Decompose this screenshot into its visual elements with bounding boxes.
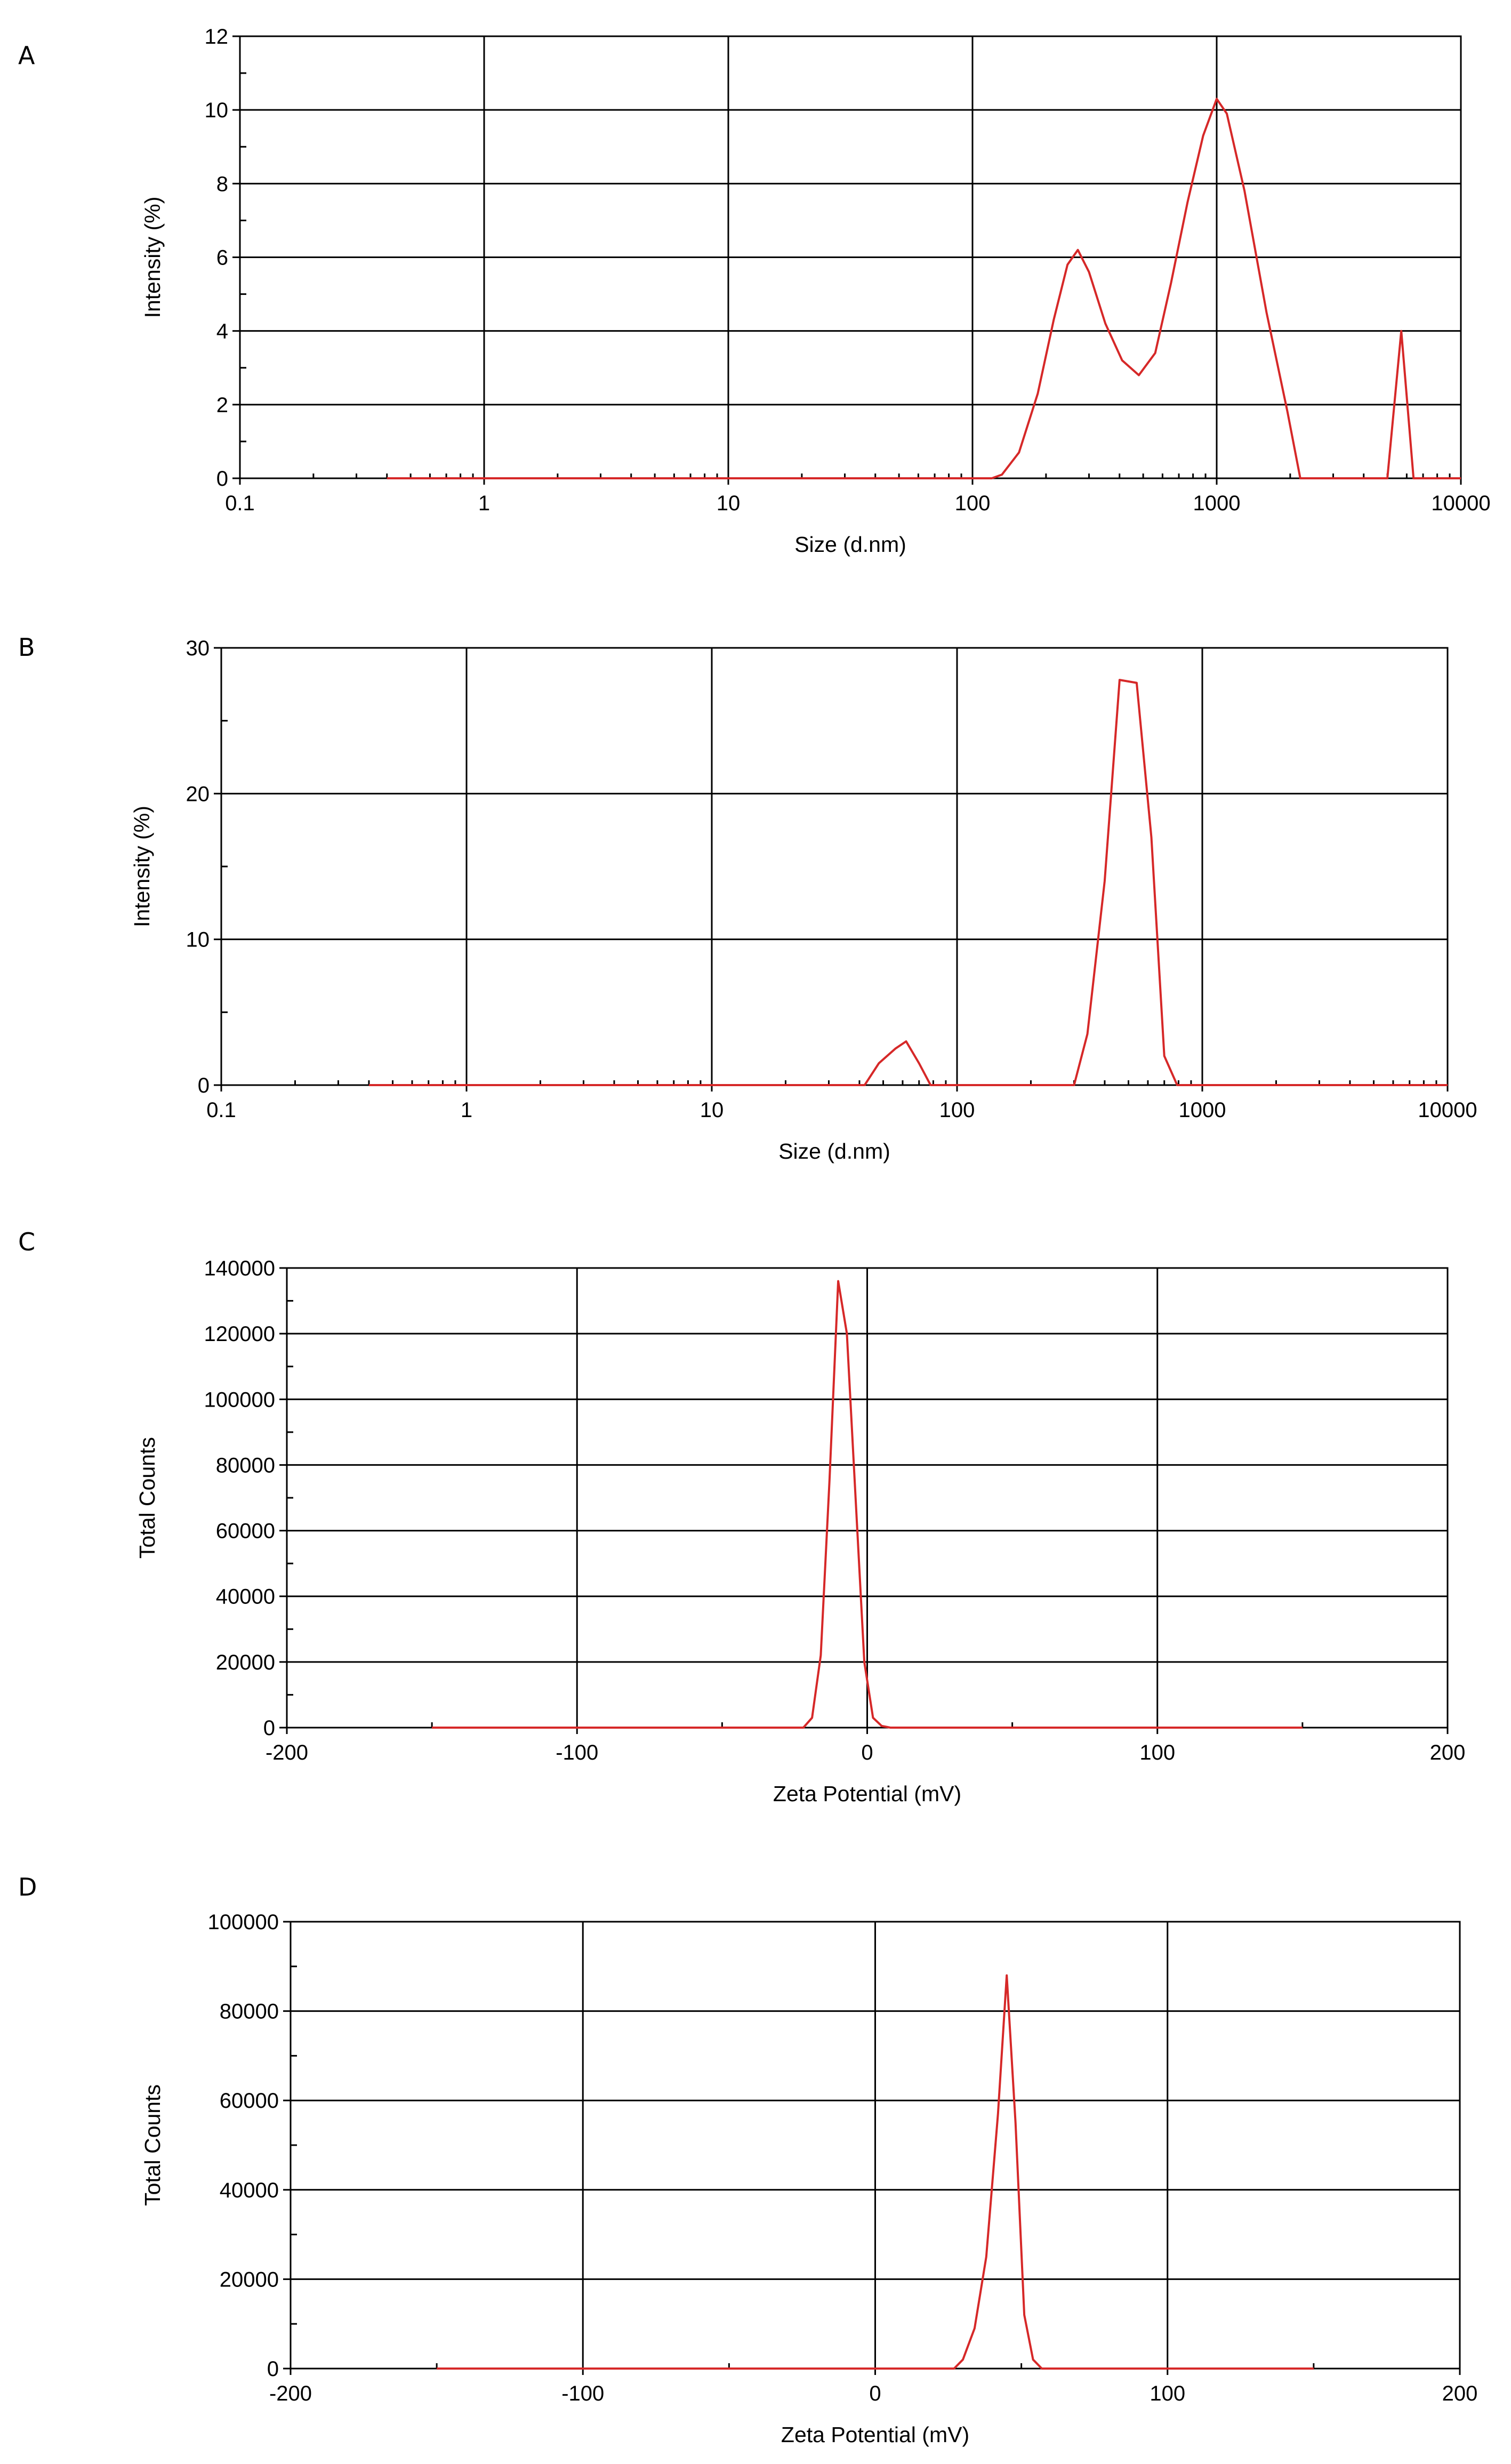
y-tick-label: 40000 (216, 1585, 275, 1609)
x-axis-title: Zeta Potential (mV) (773, 1781, 961, 1806)
x-tick-label: 100 (1139, 1741, 1175, 1764)
x-tick-label: -100 (556, 1741, 598, 1764)
y-tick-label: 10 (186, 928, 210, 952)
panel-b: B 0 10 20 30 0.1 1 10 100 1000 10000 Size (d.nm) Int… (18, 633, 1477, 1163)
x-tick-label: 10 (700, 1098, 724, 1122)
y-tick-label: 0 (216, 467, 228, 491)
x-tick-label: 10000 (1418, 1098, 1477, 1122)
y-tick-label: 4 (216, 320, 228, 343)
y-tick-label: 40000 (220, 2179, 279, 2202)
y-tick-label: 80000 (216, 1454, 275, 1477)
y-axis-title: Intensity (%) (130, 806, 154, 927)
x-tick-label: 200 (1430, 1741, 1466, 1764)
y-axis-title: Total Counts (140, 2084, 165, 2206)
x-tick-label: 1000 (1193, 492, 1241, 515)
y-tick-label: 100000 (208, 1911, 279, 1934)
y-tick-label: 140000 (204, 1257, 275, 1280)
panel-a: A 0 2 4 6 8 10 12 0.1 1 10 100 1000 10000 Size (d.nm) I… (18, 25, 1491, 557)
plot-frame (220, 647, 1449, 1086)
series-line (368, 679, 1448, 1086)
panel-label: C (18, 1227, 35, 1256)
x-tick-label: 1 (461, 1098, 472, 1122)
panel-label: B (18, 633, 35, 662)
x-tick-label: -100 (561, 2382, 604, 2405)
x-tick-label: -200 (266, 1741, 308, 1764)
y-tick-label: 120000 (204, 1322, 275, 1346)
y-tick-label: 8 (216, 172, 228, 196)
x-tick-label: 100 (939, 1098, 975, 1122)
x-axis-title: Size (d.nm) (778, 1139, 890, 1163)
y-axis-title: Total Counts (135, 1437, 159, 1559)
x-tick-label: 200 (1442, 2382, 1478, 2405)
y-tick-label: 20000 (220, 2268, 279, 2291)
y-tick-label: 60000 (220, 2089, 279, 2113)
x-tick-label: -200 (269, 2382, 312, 2405)
y-tick-label: 60000 (216, 1520, 275, 1543)
y-tick-label: 80000 (220, 2000, 279, 2024)
y-axis-title: Intensity (%) (140, 197, 165, 318)
series-line (432, 1280, 1303, 1729)
x-tick-label: 10000 (1431, 492, 1490, 515)
y-tick-label: 0 (267, 2357, 279, 2381)
x-tick-label: 1 (478, 492, 490, 515)
x-tick-label: 100 (955, 492, 991, 515)
x-tick-label: 0 (861, 1741, 873, 1764)
x-tick-label: 10 (717, 492, 741, 515)
x-axis-title: Size (d.nm) (794, 532, 906, 557)
x-tick-label: 0.1 (206, 1098, 236, 1122)
y-tick-label: 30 (186, 637, 210, 660)
panel-label: A (18, 41, 35, 70)
y-tick-label: 20000 (216, 1651, 275, 1674)
y-tick-label: 0 (198, 1074, 210, 1097)
x-tick-label: 0 (869, 2382, 881, 2405)
y-tick-label: 20 (186, 782, 210, 806)
y-tick-label: 12 (205, 25, 229, 49)
y-tick-label: 6 (216, 246, 228, 270)
panel-c: C 0 20000 40000 60000 80000 100000 120000 140000… (18, 1227, 1465, 1806)
series-line (387, 98, 1461, 479)
y-tick-label: 0 (263, 1716, 275, 1740)
y-tick-label: 2 (216, 394, 228, 417)
series-line (437, 1974, 1314, 2370)
x-tick-label: 0.1 (225, 492, 255, 515)
x-axis-title: Zeta Potential (mV) (781, 2422, 969, 2447)
y-tick-label: 10 (205, 99, 229, 122)
panel-d: D 0 20000 40000 60000 80000 100000 -200 -100 0 100… (18, 1873, 1477, 2447)
y-tick-label: 100000 (204, 1388, 275, 1411)
panel-label: D (18, 1873, 37, 1901)
x-tick-label: 1000 (1179, 1098, 1226, 1122)
x-tick-label: 100 (1150, 2382, 1185, 2405)
